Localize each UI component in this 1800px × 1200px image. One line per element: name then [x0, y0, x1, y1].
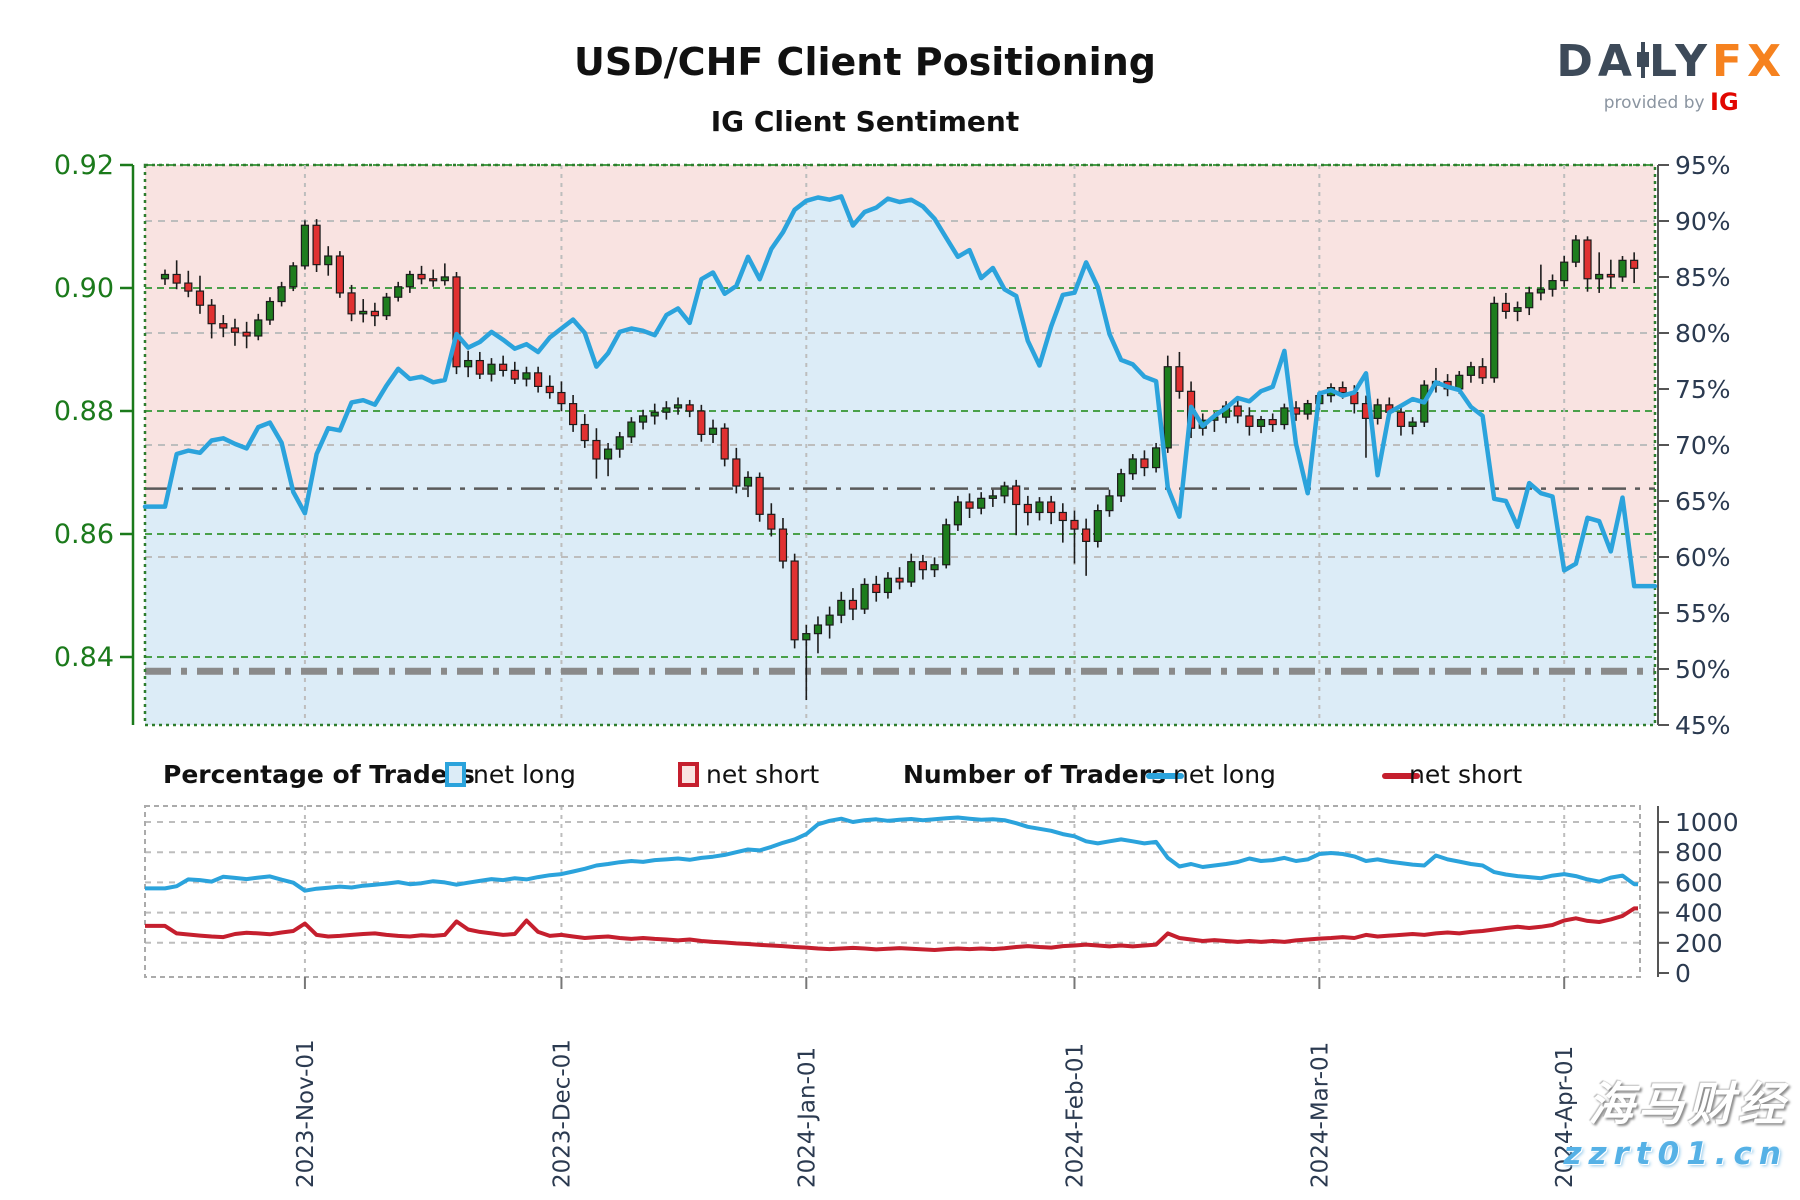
watermark: 海马财经 zzrt01.cn [1563, 1068, 1788, 1172]
legend-net-long-label: net long [473, 760, 576, 789]
svg-text:0.84: 0.84 [54, 642, 114, 673]
svg-text:0.86: 0.86 [54, 519, 114, 550]
legend-title-number-of-traders: Number of Traders [903, 760, 1166, 789]
price-axis-labels: 0.92 0.90 0.88 0.86 0.84 [54, 150, 135, 725]
svg-text:80%: 80% [1675, 319, 1731, 348]
svg-text:75%: 75% [1675, 375, 1731, 404]
svg-text:2023-Nov-01: 2023-Nov-01 [293, 1039, 319, 1188]
legend-count-net-short-label: net short [1409, 760, 1523, 789]
svg-text:200: 200 [1675, 929, 1723, 958]
svg-text:65%: 65% [1675, 487, 1731, 516]
logo-text-fx: FX [1712, 36, 1786, 87]
watermark-url-text: zzrt01.cn [1563, 1136, 1788, 1172]
legend-net-short-label: net short [706, 760, 820, 789]
reference-lines [145, 487, 1655, 675]
net-long-area-swatch [445, 762, 466, 787]
legend-title-percentage-of-traders: Percentage of Traders [163, 760, 475, 789]
svg-text:90%: 90% [1675, 207, 1731, 236]
svg-text:60%: 60% [1675, 543, 1731, 572]
svg-text:55%: 55% [1675, 599, 1731, 628]
count-plot-border [144, 805, 1641, 978]
svg-text:0.90: 0.90 [54, 273, 114, 304]
svg-text:2024-Feb-01: 2024-Feb-01 [1062, 1043, 1088, 1188]
net-long-count-line [145, 815, 1638, 893]
watermark-chinese-text: 海马财经 [1588, 1077, 1788, 1131]
net-short-count-line [145, 906, 1638, 952]
svg-text:2024-Jan-01: 2024-Jan-01 [794, 1047, 820, 1188]
provided-by-line: provided by IG [1556, 88, 1786, 116]
svg-text:45%: 45% [1675, 711, 1731, 740]
svg-text:0.92: 0.92 [54, 150, 114, 181]
provided-by-text: provided by [1603, 93, 1705, 113]
logo-text-da: DA [1556, 36, 1637, 87]
net-short-area-swatch [678, 762, 699, 787]
svg-text:0.88: 0.88 [54, 396, 114, 427]
main-gridlines [145, 164, 1655, 658]
svg-text:70%: 70% [1675, 431, 1731, 460]
svg-text:2024-Mar-01: 2024-Mar-01 [1307, 1042, 1333, 1188]
ig-logo: IG [1710, 88, 1739, 116]
logo-text-ly: LY [1648, 36, 1713, 87]
net-long-line-swatch [1146, 773, 1184, 779]
date-axis-labels: 2023-Nov-01 2023-Dec-01 2024-Jan-01 2024-Fe… [293, 977, 1578, 1188]
dailyfx-wordmark: DA LYFX [1556, 40, 1786, 84]
svg-text:0: 0 [1675, 959, 1691, 988]
svg-text:2024-Apr-01: 2024-Apr-01 [1552, 1046, 1578, 1188]
svg-text:600: 600 [1675, 868, 1723, 897]
svg-text:85%: 85% [1675, 263, 1731, 292]
candlestick-icon [1636, 42, 1649, 78]
net-short-line-swatch [1382, 773, 1420, 779]
chart-subtitle: IG Client Sentiment [710, 105, 1020, 138]
svg-text:800: 800 [1675, 838, 1723, 867]
main-plot-border [143, 163, 1657, 727]
svg-text:95%: 95% [1675, 151, 1731, 180]
page-title: USD/CHF Client Positioning [574, 40, 1156, 84]
count-gridlines [145, 821, 1640, 944]
dailyfx-logo: DA LYFX provided by IG [1556, 40, 1786, 117]
svg-text:2023-Dec-01: 2023-Dec-01 [549, 1039, 575, 1188]
svg-text:400: 400 [1675, 899, 1723, 928]
net-long-percentage-line [142, 194, 1658, 589]
sentiment-axis-labels: 95% 90% 85% 80% 75% 70% 65% 60% 55% 50% 45% [1657, 151, 1731, 740]
legend-count-net-long-label: net long [1173, 760, 1276, 789]
svg-text:50%: 50% [1675, 655, 1731, 684]
svg-text:1000: 1000 [1675, 808, 1739, 837]
